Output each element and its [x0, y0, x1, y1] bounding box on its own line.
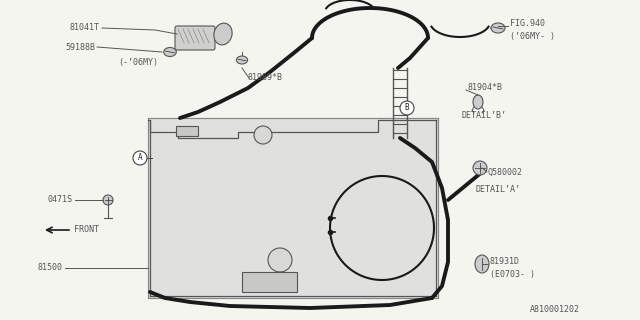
Text: 0471S: 0471S	[47, 196, 72, 204]
Text: B: B	[404, 103, 410, 113]
Ellipse shape	[164, 47, 176, 57]
Polygon shape	[148, 118, 438, 298]
Ellipse shape	[491, 23, 505, 33]
Text: A: A	[138, 154, 142, 163]
Text: FIG.940: FIG.940	[510, 20, 545, 28]
Text: DETAIL’A’: DETAIL’A’	[476, 186, 521, 195]
Circle shape	[254, 126, 272, 144]
Text: DETAIL’B’: DETAIL’B’	[462, 110, 507, 119]
Text: (E0703- ): (E0703- )	[490, 270, 535, 279]
Circle shape	[103, 195, 113, 205]
Bar	[176, 126, 198, 136]
Text: 81989*B: 81989*B	[248, 74, 283, 83]
Text: A810001202: A810001202	[530, 306, 580, 315]
Text: (-’06MY): (-’06MY)	[118, 58, 158, 67]
Text: 59188B: 59188B	[65, 43, 95, 52]
Text: 81931D: 81931D	[490, 258, 520, 267]
Text: 81904*B: 81904*B	[468, 84, 503, 92]
Bar	[242, 272, 297, 292]
Circle shape	[133, 151, 147, 165]
Text: Q580002: Q580002	[488, 167, 523, 177]
Ellipse shape	[473, 95, 483, 109]
Text: 81500: 81500	[37, 263, 62, 273]
Circle shape	[268, 248, 292, 272]
Text: 81041T: 81041T	[70, 23, 100, 33]
Text: (’06MY- ): (’06MY- )	[510, 31, 555, 41]
Ellipse shape	[214, 23, 232, 45]
Circle shape	[400, 101, 414, 115]
Circle shape	[473, 161, 487, 175]
Ellipse shape	[236, 56, 248, 64]
FancyBboxPatch shape	[175, 26, 215, 50]
Ellipse shape	[475, 255, 489, 273]
Text: FRONT: FRONT	[74, 226, 99, 235]
